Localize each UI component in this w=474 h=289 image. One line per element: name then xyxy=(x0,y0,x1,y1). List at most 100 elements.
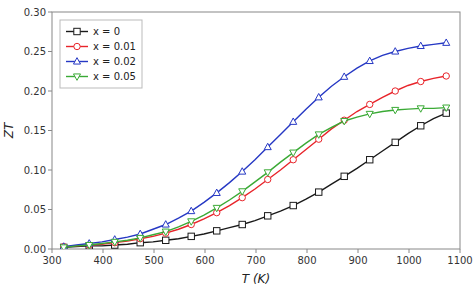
series-marker xyxy=(86,242,92,248)
x-tick-label: 500 xyxy=(144,255,163,266)
series-marker xyxy=(111,239,118,245)
x-tick-label: 900 xyxy=(348,255,367,266)
x-tick-label: 1100 xyxy=(447,255,472,266)
series-marker xyxy=(417,42,424,48)
series xyxy=(60,39,450,249)
series-marker xyxy=(417,106,424,112)
series-marker xyxy=(86,243,92,249)
series-marker xyxy=(290,118,297,124)
series-line xyxy=(64,43,447,247)
y-tick-label: 0.00 xyxy=(24,244,46,255)
series-marker xyxy=(137,235,144,241)
series-marker xyxy=(315,93,322,99)
series-marker xyxy=(265,213,271,219)
series-marker xyxy=(162,221,169,227)
series-marker xyxy=(341,73,348,79)
series-marker xyxy=(443,105,450,111)
series-marker xyxy=(163,230,169,236)
y-tick xyxy=(48,91,52,92)
series-marker xyxy=(392,48,399,54)
series-marker xyxy=(315,132,322,138)
legend-marker xyxy=(73,58,80,64)
y-tick xyxy=(48,51,52,52)
series-line xyxy=(64,113,447,247)
series xyxy=(60,105,450,249)
x-tick xyxy=(460,249,461,253)
series-marker xyxy=(137,236,143,242)
series-marker xyxy=(341,173,347,179)
series-marker xyxy=(239,168,246,174)
series-marker xyxy=(188,233,194,239)
legend-label: x = 0 xyxy=(93,26,120,37)
series-line xyxy=(64,76,447,247)
chart: 300 400 500 600 700 800 900 1000 1100 0.00 0.05 0.1… xyxy=(0,0,474,289)
series-marker xyxy=(264,143,271,149)
y-tick-label: 0.05 xyxy=(24,204,46,215)
legend-label: x = 0.05 xyxy=(93,71,136,82)
x-tick xyxy=(358,249,359,253)
series-marker xyxy=(162,229,169,235)
series-marker xyxy=(213,189,220,195)
series-marker xyxy=(290,150,297,156)
series-marker xyxy=(188,219,195,225)
x-tick xyxy=(52,249,53,253)
legend-marker xyxy=(73,74,80,80)
x-tick xyxy=(307,249,308,253)
x-axis-label: T (K) xyxy=(242,272,270,286)
y-tick-label: 0.20 xyxy=(24,86,46,97)
y-tick xyxy=(48,249,52,250)
plot-frame xyxy=(52,12,460,249)
y-tick xyxy=(48,209,52,210)
series-marker xyxy=(264,170,271,176)
series-marker xyxy=(213,205,220,211)
y-tick-label: 0.25 xyxy=(24,46,46,57)
x-tick xyxy=(103,249,104,253)
series-marker xyxy=(418,123,424,129)
series-marker xyxy=(239,221,245,227)
series-marker xyxy=(392,107,399,113)
x-tick-label: 700 xyxy=(246,255,265,266)
x-tick-label: 600 xyxy=(195,255,214,266)
series-line xyxy=(64,108,447,248)
series-marker xyxy=(418,78,424,84)
x-tick-label: 300 xyxy=(42,255,61,266)
x-tick xyxy=(409,249,410,253)
x-tick xyxy=(256,249,257,253)
series-marker xyxy=(392,139,398,145)
y-tick-label: 0.15 xyxy=(24,125,46,136)
y-tick xyxy=(48,130,52,131)
x-tick xyxy=(154,249,155,253)
legend-marker xyxy=(74,43,80,49)
legend-label: x = 0.02 xyxy=(93,56,136,67)
legend-box xyxy=(60,20,142,88)
series-marker xyxy=(86,242,93,248)
series-marker xyxy=(443,73,449,79)
series-marker xyxy=(392,88,398,94)
y-tick xyxy=(48,12,52,13)
series-marker xyxy=(239,189,246,195)
x-tick-label: 1000 xyxy=(396,255,421,266)
y-axis-label: ZT xyxy=(2,121,16,139)
x-tick xyxy=(205,249,206,253)
y-tick-label: 0.30 xyxy=(24,7,46,18)
series-marker xyxy=(366,57,373,63)
series-marker xyxy=(60,245,67,249)
series-marker xyxy=(112,239,118,245)
axes: 300 400 500 600 700 800 900 1000 1100 0.00 0.05 0.1… xyxy=(24,7,473,267)
y-tick xyxy=(48,170,52,171)
plot-data xyxy=(60,39,450,249)
series-marker xyxy=(443,39,450,45)
y-tick-label: 0.10 xyxy=(24,165,46,176)
series-marker xyxy=(316,189,322,195)
series-marker xyxy=(188,207,195,213)
series-marker xyxy=(214,228,220,234)
x-tick-label: 800 xyxy=(297,255,316,266)
legend-label: x = 0.01 xyxy=(93,41,136,52)
series xyxy=(61,110,450,249)
series-marker xyxy=(290,202,296,208)
legend: x = 0 x = 0.01 x = 0.02 x = 0.05 xyxy=(60,20,142,88)
legend-marker xyxy=(74,28,80,34)
series-marker xyxy=(367,157,373,163)
x-tick-label: 400 xyxy=(93,255,112,266)
series-marker xyxy=(341,118,348,124)
